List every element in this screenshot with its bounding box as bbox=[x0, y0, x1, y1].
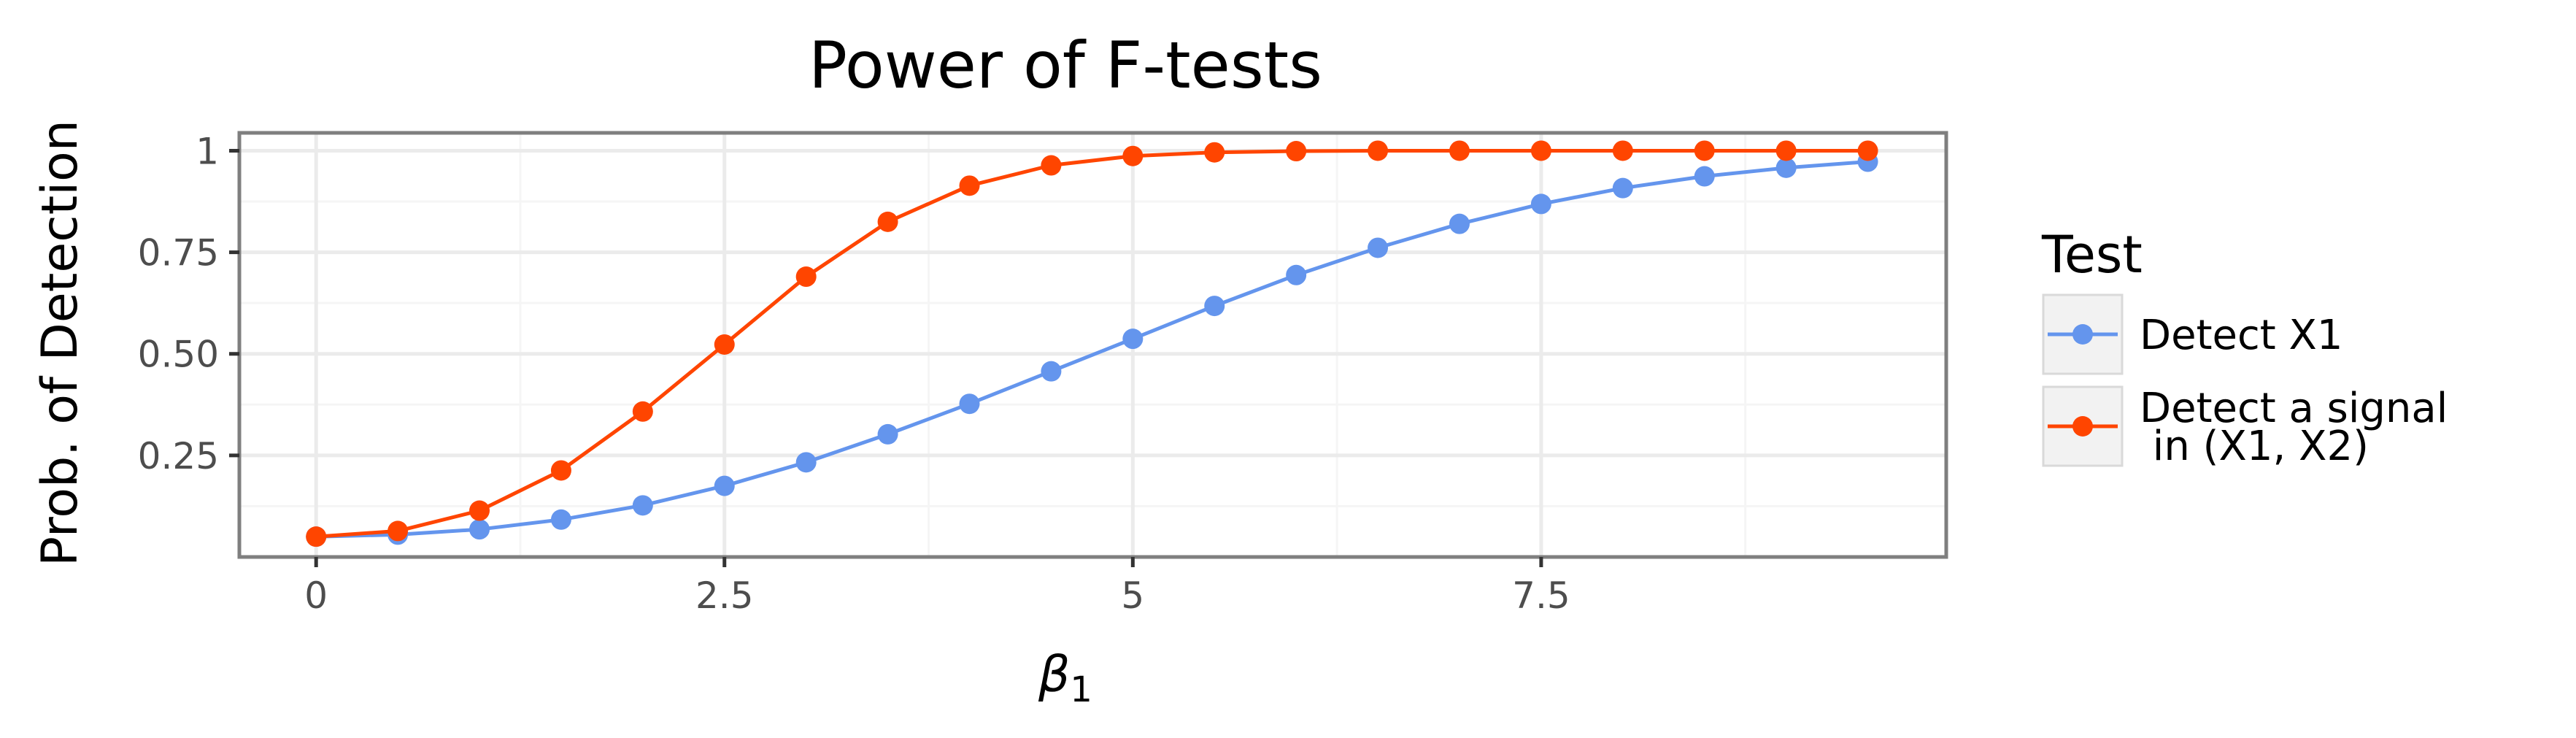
legend-label-line: Detect a signal bbox=[2140, 385, 2448, 432]
panel-border-layer bbox=[237, 131, 1948, 559]
data-point bbox=[306, 526, 327, 547]
panel-background bbox=[239, 133, 1946, 557]
data-point bbox=[877, 423, 898, 445]
data-point bbox=[1612, 177, 1633, 199]
series-layer bbox=[306, 140, 1878, 547]
x-axis: 0 2.5 5 7.5 bbox=[304, 557, 1570, 617]
x-tick-label: 2.5 bbox=[695, 574, 754, 617]
y-tick-label: 0.25 bbox=[138, 435, 219, 477]
plot-panel bbox=[239, 133, 1946, 557]
x-tick-label: 7.5 bbox=[1512, 574, 1570, 617]
panel-border bbox=[237, 131, 1948, 559]
y-tick-label: 0.50 bbox=[138, 334, 219, 376]
data-point bbox=[1530, 193, 1551, 215]
data-point bbox=[1122, 145, 1144, 166]
data-point bbox=[1612, 140, 1633, 161]
y-axis-title: Prob. of Detection bbox=[31, 120, 89, 566]
data-point bbox=[469, 500, 490, 521]
data-point bbox=[1122, 328, 1144, 350]
y-tick-label: 1 bbox=[196, 130, 219, 172]
chart-title: Power of F-tests bbox=[809, 28, 1322, 103]
y-axis: 0.25 0.50 0.75 1 bbox=[138, 130, 239, 477]
x-axis-title-symbol: β bbox=[1038, 646, 1070, 704]
data-point bbox=[959, 175, 980, 196]
data-point bbox=[877, 211, 898, 232]
data-point bbox=[1449, 213, 1470, 234]
series-line bbox=[316, 149, 1868, 539]
y-tick-label: 0.75 bbox=[138, 232, 219, 274]
x-axis-title-subscript: 1 bbox=[1070, 669, 1092, 710]
legend-key-point bbox=[2072, 324, 2093, 345]
data-point bbox=[714, 475, 735, 496]
data-point bbox=[795, 266, 817, 288]
legend-key-point bbox=[2072, 416, 2093, 437]
series-line bbox=[316, 160, 1868, 539]
x-tick-label: 5 bbox=[1121, 574, 1144, 617]
data-point bbox=[795, 452, 817, 473]
data-point bbox=[1041, 361, 1062, 382]
data-point bbox=[550, 460, 571, 481]
legend-label: Detect X1 bbox=[2140, 312, 2343, 359]
data-point bbox=[632, 401, 653, 422]
data-point bbox=[1775, 157, 1797, 178]
data-point bbox=[1857, 140, 1878, 161]
data-point bbox=[1694, 140, 1715, 161]
data-point bbox=[1449, 140, 1470, 161]
legend-label-line: in (X1, X2) bbox=[2140, 423, 2369, 470]
data-point bbox=[959, 393, 980, 415]
legend-label: Detect a signal in (X1, X2) bbox=[2140, 385, 2448, 470]
data-point bbox=[387, 520, 409, 542]
data-point bbox=[1530, 140, 1551, 161]
data-point bbox=[632, 495, 653, 516]
legend-title: Test bbox=[2041, 225, 2143, 285]
data-point bbox=[550, 509, 571, 530]
legend-label-line: Detect X1 bbox=[2140, 312, 2343, 359]
data-point bbox=[1204, 296, 1225, 317]
x-tick-label: 0 bbox=[304, 574, 328, 617]
legend-item: Detect a signal in (X1, X2) bbox=[2042, 385, 2448, 470]
data-point bbox=[1286, 141, 1307, 162]
data-point bbox=[1368, 237, 1389, 258]
data-point bbox=[714, 334, 735, 355]
data-point bbox=[1286, 264, 1307, 285]
series-2 bbox=[306, 140, 1878, 547]
x-axis-title: β1 bbox=[1038, 646, 1092, 710]
data-point bbox=[1041, 155, 1062, 176]
data-point bbox=[1204, 142, 1225, 163]
data-point bbox=[469, 519, 490, 540]
data-point bbox=[1368, 140, 1389, 161]
legend-item: Detect X1 bbox=[2042, 293, 2343, 375]
legend: Test Detect X1 Detect a signal in (X1, X2… bbox=[2041, 225, 2448, 470]
data-point bbox=[1694, 166, 1715, 187]
data-point bbox=[1775, 140, 1797, 161]
legend-keys: Detect X1 Detect a signal in (X1, X2) bbox=[2042, 293, 2448, 470]
